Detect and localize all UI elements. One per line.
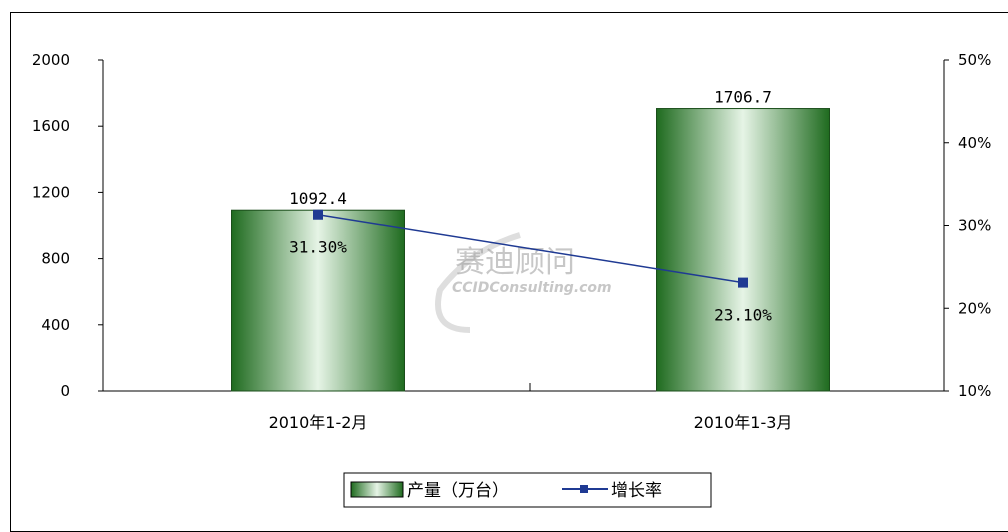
left-tick-label: 1600 bbox=[32, 117, 70, 135]
legend-box bbox=[343, 472, 712, 508]
left-tick-label: 2000 bbox=[32, 51, 70, 69]
bar bbox=[231, 209, 405, 392]
growth-line bbox=[317, 214, 744, 284]
left-tick-label: 800 bbox=[41, 250, 70, 268]
legend-bar-swatch bbox=[350, 481, 404, 498]
right-tick-label: 30% bbox=[958, 217, 991, 235]
right-tick-label: 40% bbox=[958, 134, 991, 152]
watermark-line2: CCIDConsulting.com bbox=[452, 280, 612, 296]
watermark: 赛迪顾问 CCIDConsulting.com bbox=[435, 232, 612, 333]
bar-value-label: 1092.4 bbox=[289, 189, 347, 208]
right-tick-label: 10% bbox=[958, 382, 991, 400]
bar-value-label: 1706.7 bbox=[714, 88, 772, 107]
line-series: 31.30% 23.10% bbox=[289, 209, 772, 325]
left-tick-label: 0 bbox=[60, 382, 70, 400]
chart: 赛迪顾问 CCIDConsulting.com 0 400 800 1200 1600 2… bbox=[32, 51, 991, 508]
bar-series: 1092.4 1706.7 bbox=[231, 88, 830, 392]
right-tick-label: 50% bbox=[958, 51, 991, 69]
legend-bar-label: 产量（万台） bbox=[407, 481, 509, 501]
right-tick-label: 20% bbox=[958, 299, 991, 317]
category-label: 2010年1-2月 bbox=[269, 413, 368, 432]
watermark-line1: 赛迪顾问 bbox=[455, 245, 575, 280]
right-axis-ticks: 10% 20% 30% 40% 50% bbox=[944, 51, 991, 400]
left-axis-ticks: 0 400 800 1200 1600 2000 bbox=[32, 51, 103, 400]
line-point-marker bbox=[738, 277, 748, 288]
category-labels: 2010年1-2月 2010年1-3月 bbox=[269, 413, 793, 432]
line-value-label: 31.30% bbox=[289, 238, 347, 257]
chart-frame bbox=[10, 12, 1008, 532]
line-value-label: 23.10% bbox=[714, 306, 772, 325]
left-tick-label: 400 bbox=[41, 316, 70, 334]
watermark-swoosh-icon bbox=[435, 232, 521, 333]
legend-line-marker bbox=[580, 485, 588, 493]
line-point-marker bbox=[313, 209, 323, 220]
bar bbox=[656, 108, 830, 392]
legend: 产量（万台） 增长率 bbox=[343, 472, 712, 508]
left-tick-label: 1200 bbox=[32, 183, 70, 201]
category-label: 2010年1-3月 bbox=[694, 413, 793, 432]
legend-line-label: 增长率 bbox=[611, 481, 662, 501]
